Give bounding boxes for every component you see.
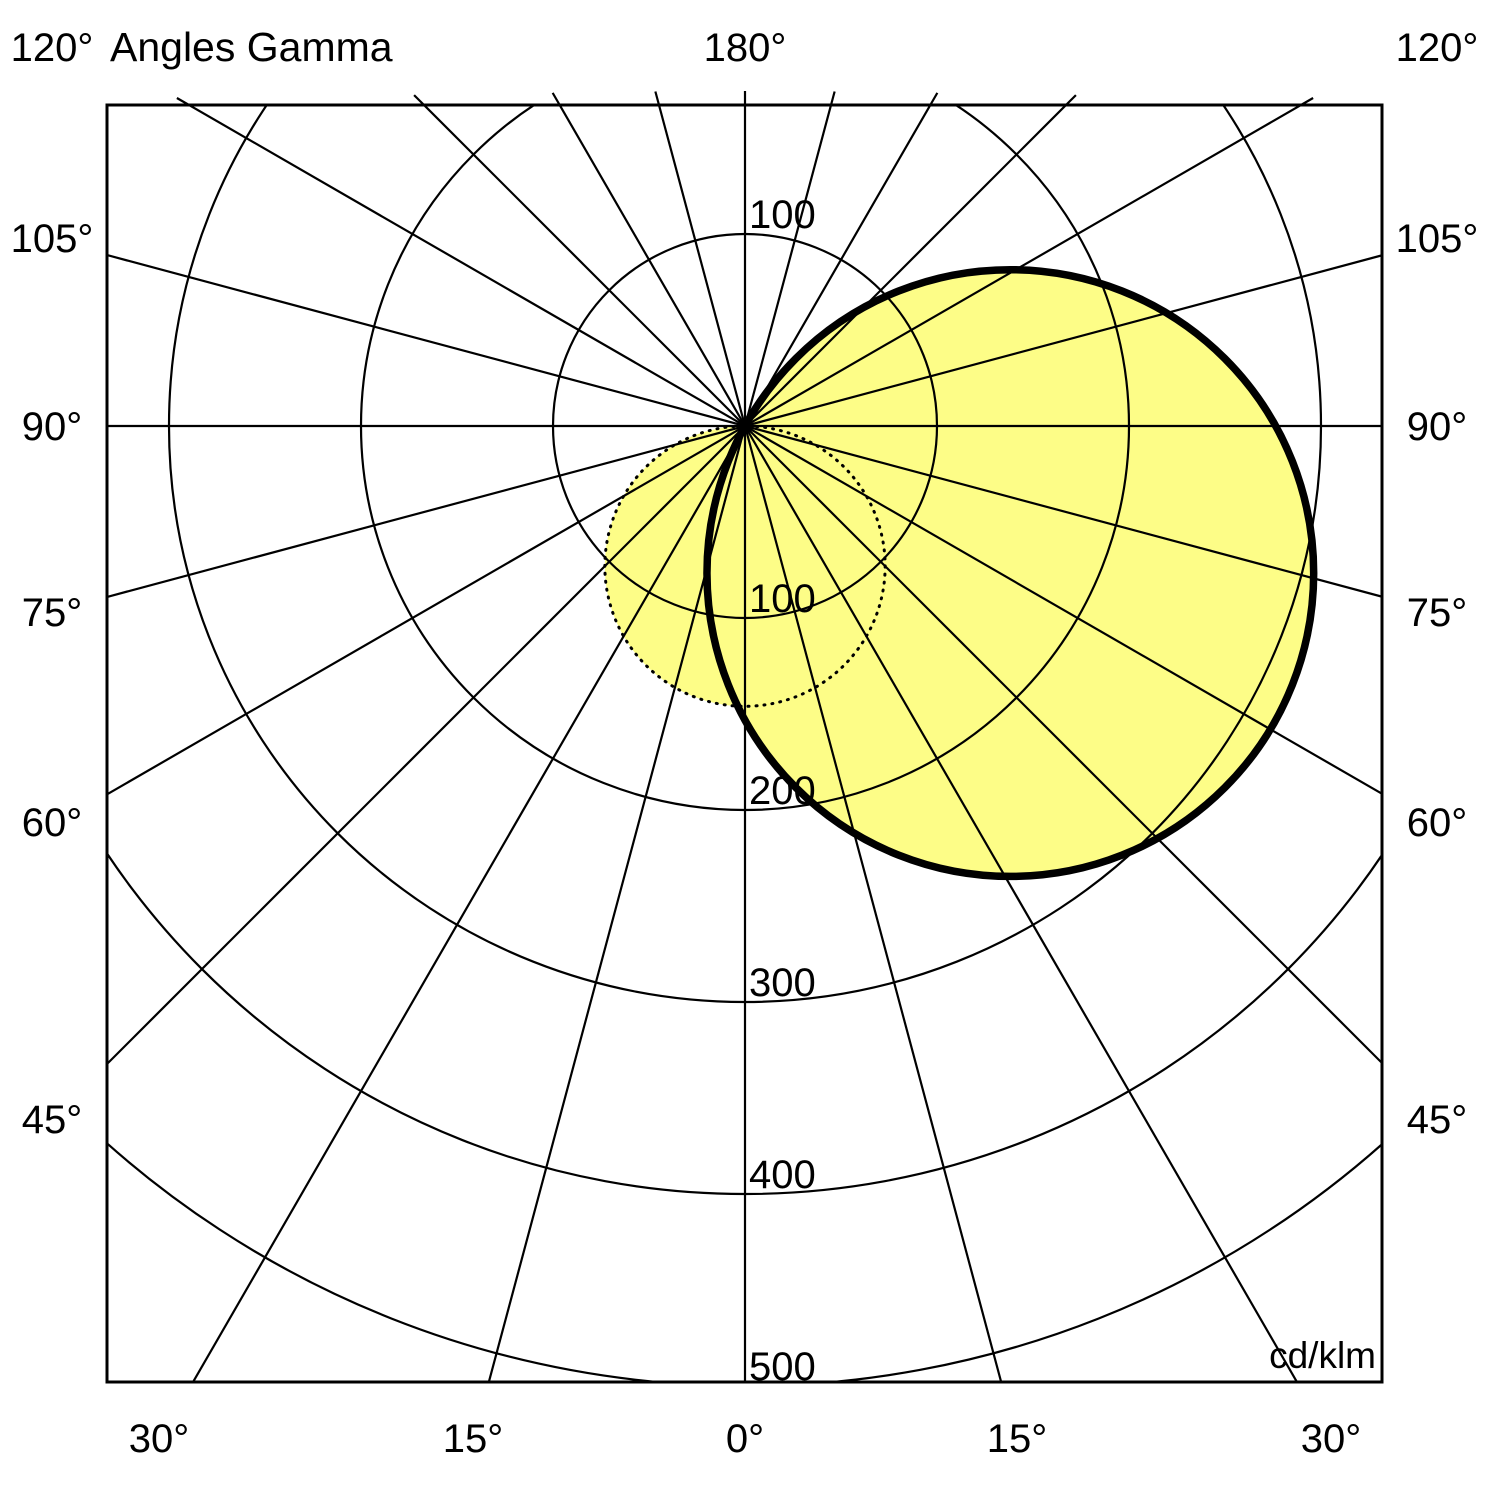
top-tick-210deg	[551, 92, 561, 106]
plot-border	[105, 103, 1384, 1384]
gamma-label-top-left-120: 120°	[11, 26, 94, 70]
top-tick-195deg	[654, 91, 661, 106]
intensity-ring-100	[551, 232, 939, 620]
beam-fill-solid	[706, 269, 1314, 877]
gamma-label-left-90: 90°	[22, 405, 83, 449]
gamma-label-right-45: 45°	[1407, 1098, 1468, 1142]
top-tick-225deg	[413, 94, 425, 106]
intensity-ring-400	[107, 851, 1382, 1195]
intensity-ring-300	[168, 105, 1322, 1003]
chart-title: Angles Gamma	[110, 24, 393, 70]
top-tick-150deg	[929, 92, 939, 106]
gamma-label-bottom-30L: 30°	[129, 1417, 190, 1461]
intensity-curve-dotted	[603, 424, 887, 708]
ring-label-500: 500	[749, 1345, 816, 1389]
intensity-curve-solid	[703, 265, 1318, 881]
top-tick-165deg	[829, 91, 836, 106]
unit-label: cd/klm	[1269, 1335, 1376, 1376]
top-tick-135deg	[1065, 94, 1077, 106]
ring-label-300: 300	[749, 961, 816, 1005]
gamma-label-right-60: 60°	[1407, 801, 1468, 845]
gamma-label-left-75: 75°	[22, 591, 83, 635]
gamma-label-right-75: 75°	[1407, 591, 1468, 635]
gamma-label-bottom-0: 0°	[726, 1417, 764, 1461]
gamma-label-bottom-15R: 15°	[987, 1417, 1048, 1461]
ring-label-400: 400	[749, 1153, 816, 1197]
ring-label-100: 100	[749, 577, 816, 621]
gamma-label-left-45: 45°	[22, 1098, 83, 1142]
gamma-label-left-60: 60°	[22, 801, 83, 845]
gamma-label-180: 180°	[704, 26, 787, 70]
ring-label-top-100: 100	[749, 193, 816, 237]
gamma-label-bottom-15L: 15°	[443, 1417, 504, 1461]
intensity-ring-200	[360, 105, 1130, 811]
gamma-label-left-105: 105°	[11, 217, 94, 261]
gamma-label-right-105: 105°	[1396, 217, 1479, 261]
gamma-label-bottom-30R: 30°	[1301, 1417, 1362, 1461]
gamma-label-top-right-120: 120°	[1396, 26, 1479, 70]
gamma-label-right-90: 90°	[1407, 405, 1468, 449]
